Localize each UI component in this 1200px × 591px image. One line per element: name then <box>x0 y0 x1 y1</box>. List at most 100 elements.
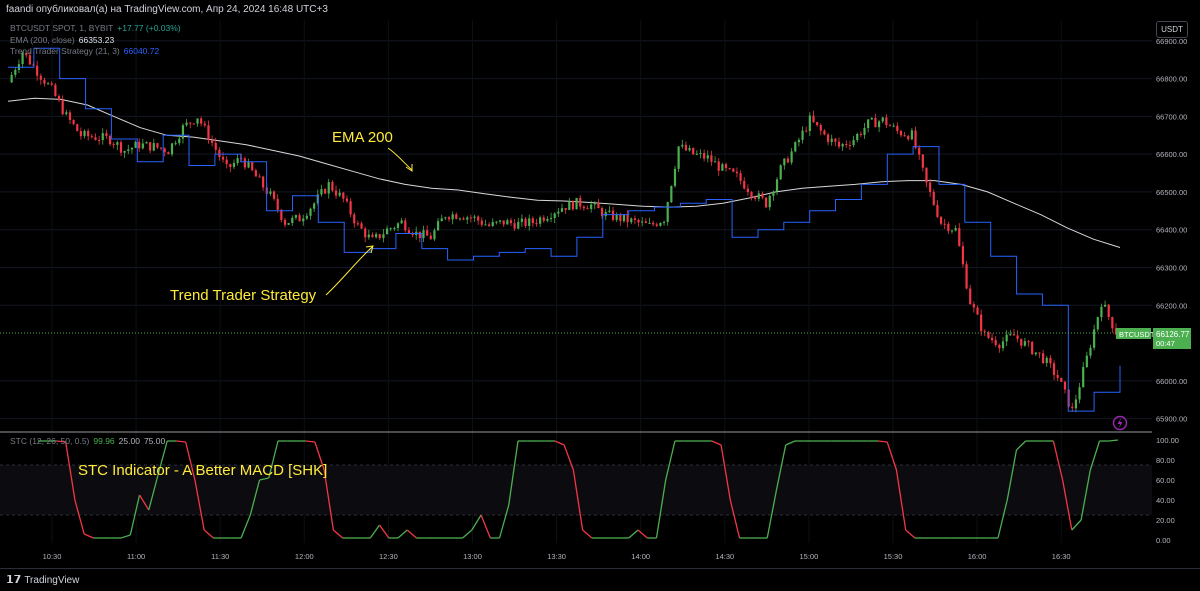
publish-line: faandi опубликовал(а) на TradingView.com… <box>6 4 328 15</box>
candle <box>444 216 447 221</box>
candle <box>1093 324 1096 351</box>
candle <box>848 140 852 151</box>
candle <box>240 153 243 163</box>
legend-stc: STC (12, 26, 50, 0.5) 99.96 25.00 75.00 <box>10 436 165 446</box>
candle <box>349 198 352 218</box>
stc-segment <box>369 524 381 539</box>
candle <box>655 222 658 228</box>
candle <box>845 140 848 148</box>
candle <box>746 184 749 196</box>
candle <box>590 200 593 213</box>
candle <box>294 214 298 220</box>
stc-segment <box>1061 479 1073 531</box>
candle <box>65 109 68 116</box>
candle <box>881 116 884 124</box>
stc-segment <box>766 489 778 539</box>
stc-segment <box>379 524 390 539</box>
stc-tick-label: 20.00 <box>1156 516 1175 525</box>
candle <box>87 128 90 141</box>
stc-segment <box>74 499 85 535</box>
candle <box>338 188 341 198</box>
stc-segment <box>498 504 510 539</box>
candle <box>79 127 82 140</box>
candle <box>39 73 42 85</box>
stc-segment <box>655 479 667 539</box>
price-tick-label: 66200.00 <box>1156 301 1187 310</box>
candle <box>684 141 688 152</box>
candle <box>1049 355 1052 368</box>
candle <box>870 117 873 121</box>
candle <box>816 121 819 127</box>
candle <box>353 212 356 228</box>
time-tick-label: 10:30 <box>43 552 62 561</box>
candle <box>615 212 618 222</box>
candle <box>14 67 17 78</box>
candle <box>309 207 312 220</box>
candle <box>83 129 86 139</box>
stc-segment <box>711 440 722 446</box>
candle <box>914 126 917 150</box>
candle <box>458 217 462 221</box>
candle <box>94 133 97 141</box>
candle <box>797 137 801 147</box>
tradingview-logo-icon: 𝟭𝟳 <box>6 574 22 586</box>
candle <box>1111 316 1114 333</box>
candle <box>411 231 414 238</box>
candle <box>258 173 261 178</box>
candle <box>189 122 192 129</box>
candle <box>575 197 578 210</box>
candle <box>291 215 294 226</box>
stc-segment <box>157 440 168 476</box>
candle <box>1078 382 1081 404</box>
candle <box>899 129 903 138</box>
candle <box>976 305 979 315</box>
candle <box>517 217 520 230</box>
candle <box>659 222 662 227</box>
legend-ema-label: EMA (200, close) <box>10 35 75 45</box>
tradingview-brand[interactable]: 𝟭𝟳 TradingView <box>6 573 79 586</box>
stc-segment <box>56 440 66 443</box>
stc-segment <box>480 514 491 539</box>
stc-segment <box>194 479 205 531</box>
stc-segment <box>1071 519 1082 531</box>
candle <box>1085 351 1088 369</box>
candle <box>232 159 236 170</box>
legend-ema-value: 66353.23 <box>78 35 115 45</box>
brand-label: TradingView <box>24 575 80 586</box>
candle <box>965 261 968 290</box>
candle <box>17 59 21 74</box>
stc-segment <box>554 440 565 446</box>
price-tick-label: 66000.00 <box>1156 377 1187 386</box>
candle <box>954 225 957 232</box>
candle <box>841 143 844 151</box>
candle <box>703 149 706 162</box>
candle <box>185 119 188 127</box>
price-chart[interactable]: 66900.00 66800.00 66700.00 66600.00 66500.00… <box>0 0 1200 568</box>
candle <box>1005 330 1008 347</box>
stc-segment <box>1006 449 1018 501</box>
candle <box>108 134 112 146</box>
candle <box>488 222 491 228</box>
stc-segment <box>471 514 482 531</box>
candle <box>138 138 141 153</box>
candle <box>123 150 126 158</box>
candle <box>181 123 185 144</box>
time-tick-label: 11:00 <box>127 552 145 561</box>
stc-segment <box>665 440 676 481</box>
lightning-icon[interactable] <box>1112 415 1128 431</box>
currency-badge[interactable]: USDT <box>1156 21 1188 38</box>
candle <box>127 144 130 155</box>
candle <box>779 164 782 181</box>
publish-header: faandi опубликовал(а) на TradingView.com… <box>0 0 1200 18</box>
candle <box>921 154 924 172</box>
candle <box>706 150 709 163</box>
candle <box>972 301 975 313</box>
time-tick-label: 14:30 <box>715 552 734 561</box>
candle <box>568 197 571 211</box>
candle <box>910 128 913 141</box>
candle <box>367 229 370 240</box>
stc-segment <box>65 441 76 501</box>
candle <box>1103 300 1107 308</box>
candle <box>918 145 921 160</box>
candle <box>1045 355 1048 367</box>
